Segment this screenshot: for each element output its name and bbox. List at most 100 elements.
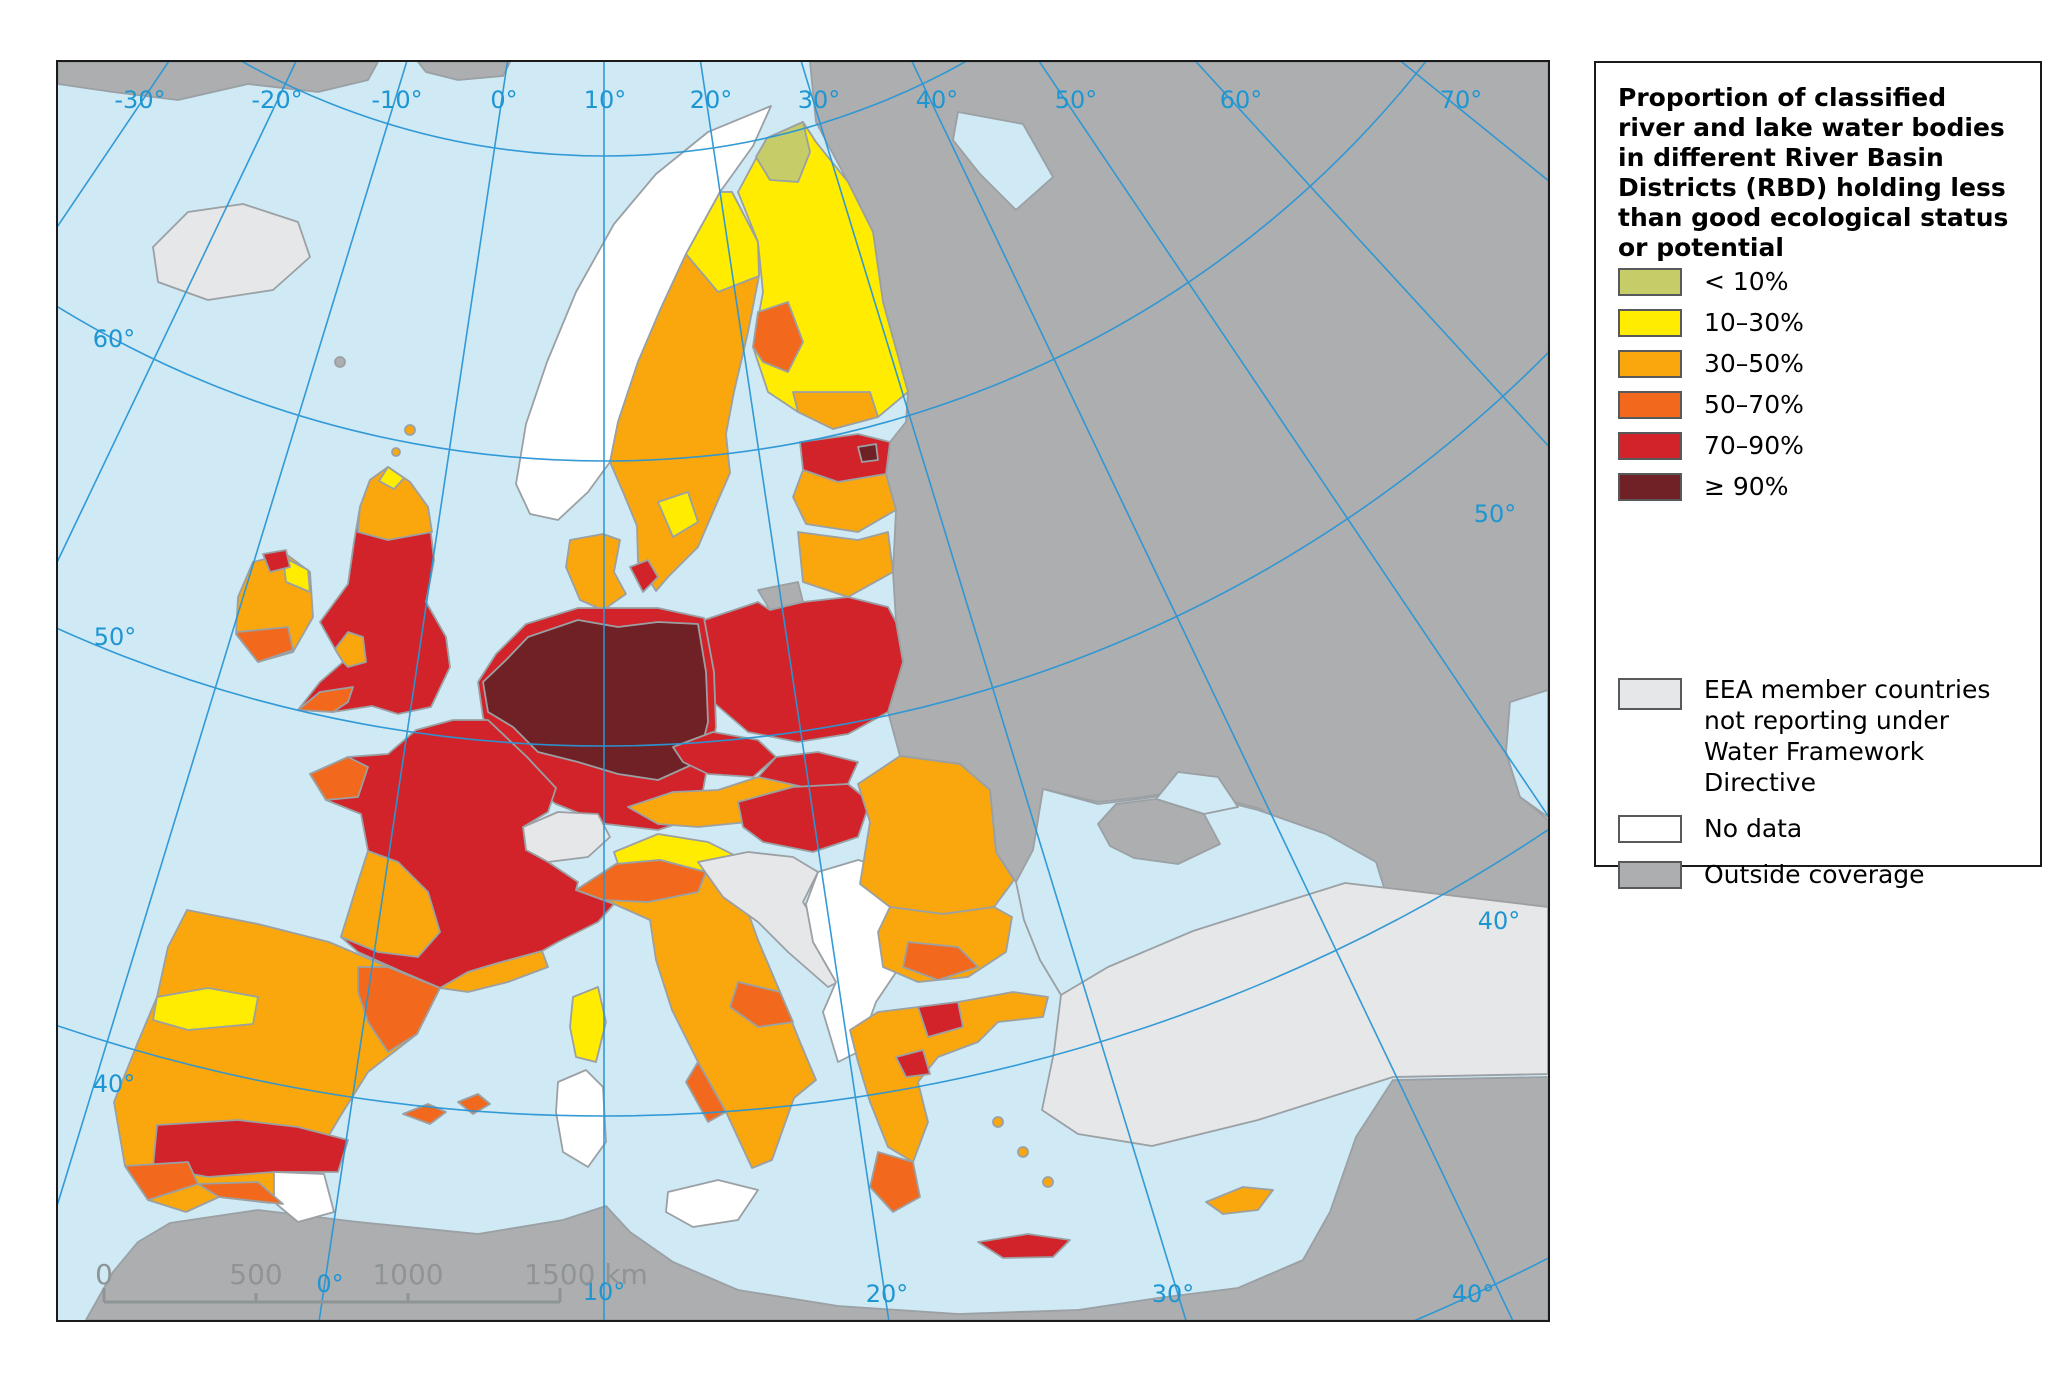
region-southwest-england-rbd <box>297 686 354 713</box>
region-arctic-island <box>417 62 511 81</box>
region-estonia-east-rbd <box>857 443 879 463</box>
region-greece-thessaly-rbd <box>895 1049 931 1078</box>
legend-swatch-50-70 <box>1618 391 1682 419</box>
region-peloponnese-rbd <box>869 1151 921 1213</box>
lon-label-top: 50° <box>1054 86 1098 114</box>
region-latvia <box>792 469 897 533</box>
legend-item-10-30: 10–30% <box>1618 308 1804 338</box>
region-shetland <box>404 424 416 436</box>
lon-label-bottom: 10° <box>582 1278 626 1306</box>
lat-label-left: 50° <box>93 623 137 651</box>
region-balearics-1 <box>402 1103 447 1125</box>
legend-swatch-ge90 <box>1618 473 1682 501</box>
region-corsica <box>569 986 607 1063</box>
region-poland <box>697 596 904 743</box>
lon-label-bottom: 40° <box>1451 1280 1495 1308</box>
legend-item-eea-not-reporting: EEA member countries not reporting under… <box>1618 675 2004 798</box>
lat-label-right: 40° <box>1477 907 1521 935</box>
legend-title: Proportion of classified river and lake … <box>1618 83 2009 262</box>
region-po-basin-rbd <box>575 859 707 903</box>
legend-swatch-30-50 <box>1618 350 1682 378</box>
legend-item-50-70: 50–70% <box>1618 390 1804 420</box>
region-denmark-zealand <box>629 559 659 593</box>
legend-item-ge90: ≥ 90% <box>1618 472 1789 502</box>
scale-tick-label: 0 <box>95 1258 113 1291</box>
legend-swatch-lt10 <box>1618 268 1682 296</box>
lon-label-top: -30° <box>114 86 166 114</box>
region-iberia-north-rbd <box>152 987 259 1031</box>
legend-label: Outside coverage <box>1704 860 1925 889</box>
caspian-sea <box>1505 689 1548 818</box>
legend-label: EEA member countries not reporting under… <box>1704 675 1991 797</box>
legend-swatch-70-90 <box>1618 432 1682 460</box>
region-outside-africa <box>85 1076 1548 1320</box>
region-denmark <box>565 533 627 611</box>
region-crimea <box>1097 798 1221 865</box>
region-cyprus <box>1205 1186 1274 1215</box>
legend-item-no-data: No data <box>1618 814 1803 844</box>
region-wales-rbd <box>334 631 367 668</box>
region-lithuania <box>797 531 894 598</box>
region-sweden-north-rbd <box>685 191 760 293</box>
legend-label: 10–30% <box>1704 308 1804 337</box>
region-iceland <box>152 203 311 301</box>
legend-swatch-eea <box>1618 678 1682 710</box>
lon-label-top: 70° <box>1439 86 1483 114</box>
region-scotland-north-tip <box>378 466 405 490</box>
lon-label-top: 40° <box>915 86 959 114</box>
region-sicily <box>665 1179 759 1228</box>
region-languedoc-rbd <box>439 950 549 993</box>
region-turkey <box>1041 882 1548 1147</box>
region-orkney <box>391 447 401 457</box>
lon-label-top: 10° <box>583 86 627 114</box>
region-northern-ireland-rbd <box>262 549 291 573</box>
scale-end-label: 1500 km <box>524 1258 648 1291</box>
legend-swatch-10-30 <box>1618 309 1682 337</box>
region-faroe <box>334 356 346 368</box>
region-greenland-edge <box>58 62 379 101</box>
lat-label-left: 60° <box>92 325 136 353</box>
region-ebro-rbd <box>357 966 441 1053</box>
legend-label: 70–90% <box>1704 431 1804 460</box>
lat-label-left: 40° <box>92 1070 136 1098</box>
lon-label-top: 60° <box>1219 86 1263 114</box>
scale-bar <box>102 1288 562 1304</box>
region-crete <box>977 1233 1071 1259</box>
legend-swatch-outside <box>1618 861 1682 889</box>
legend-item-30-50: 30–50% <box>1618 349 1804 379</box>
legend-item-70-90: 70–90% <box>1618 431 1804 461</box>
legend-label: 50–70% <box>1704 390 1804 419</box>
region-aegean-island-2 <box>1017 1146 1029 1158</box>
legend-swatch-no-data <box>1618 815 1682 843</box>
lon-label-top: 30° <box>797 86 841 114</box>
europe-map-svg <box>58 62 1548 1320</box>
region-guadalquivir-rbd <box>197 1181 284 1205</box>
lat-label-right: 50° <box>1473 500 1517 528</box>
region-bulgaria-maritsa-rbd <box>902 941 979 981</box>
lon-label-top: 20° <box>689 86 733 114</box>
region-garonne-rbd <box>340 850 441 958</box>
lon-label-bottom: 30° <box>1151 1280 1195 1308</box>
scale-tick-label: 1000 <box>372 1258 444 1291</box>
region-greece-macedonia-rbd <box>917 1001 964 1038</box>
legend-label: 30–50% <box>1704 349 1804 378</box>
region-brittany-rbd <box>309 756 369 801</box>
region-sweden-south-rbd <box>657 491 699 538</box>
map-legend: Proportion of classified river and lake … <box>1594 61 2042 889</box>
legend-item-lt10: < 10% <box>1618 267 1788 297</box>
legend-label: ≥ 90% <box>1704 472 1789 501</box>
graticule-lines <box>58 62 1548 1320</box>
region-scotland-rbd <box>357 466 433 541</box>
region-south-italy-rbd <box>685 1061 727 1123</box>
region-ireland-south-rbd <box>235 626 294 663</box>
region-sardinia <box>555 1069 607 1168</box>
lon-label-top: 0° <box>490 86 518 114</box>
region-romania <box>857 755 1015 915</box>
scale-tick-label: 500 <box>229 1258 283 1291</box>
lon-label-bottom: 20° <box>865 1280 909 1308</box>
legend-label: No data <box>1704 814 1803 843</box>
legend-item-outside-coverage: Outside coverage <box>1618 860 1925 890</box>
lon-label-bottom: 0° <box>316 1270 344 1298</box>
white-sea <box>952 111 1054 211</box>
region-aegean-island-3 <box>1042 1176 1054 1188</box>
